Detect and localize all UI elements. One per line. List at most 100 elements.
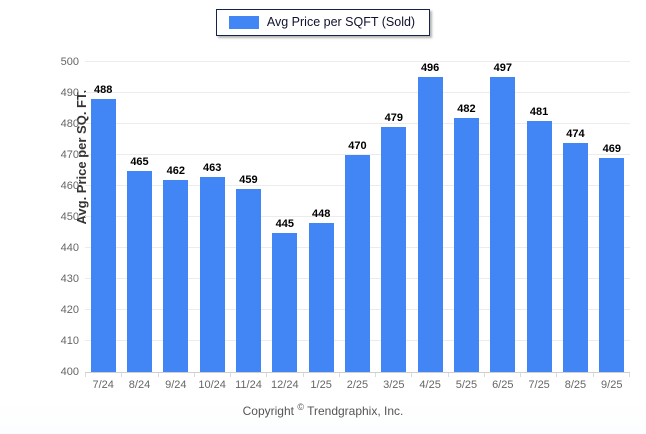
y-tick-label: 500 — [60, 56, 79, 68]
copyright-text: Copyright © Trendgraphix, Inc. — [0, 402, 646, 418]
x-tick-mark — [376, 373, 413, 377]
gridline — [85, 123, 630, 124]
x-tick-mark — [85, 373, 123, 377]
x-tick-mark — [412, 373, 449, 377]
bar-slot: 459 — [230, 62, 266, 372]
legend-label: Avg Price per SQFT (Sold) — [266, 15, 416, 29]
bar-value-label: 465 — [130, 155, 149, 168]
x-tick-mark — [485, 373, 522, 377]
x-tick-label: 9/25 — [601, 379, 623, 391]
x-tick-mark — [557, 373, 594, 377]
x-tick-mark — [304, 373, 340, 377]
bar-8/24[interactable] — [126, 170, 152, 372]
bar-value-label: 488 — [93, 84, 113, 97]
bar-11/24[interactable] — [235, 189, 261, 372]
bar-9/24[interactable] — [163, 179, 189, 372]
bar-3/25[interactable] — [381, 127, 407, 372]
gridline — [85, 154, 630, 155]
bar-5/25[interactable] — [453, 117, 479, 372]
gridline — [85, 61, 630, 62]
bar-value-label: 463 — [202, 161, 222, 174]
bar-value-label: 448 — [311, 208, 331, 221]
plot-area: 488 465 462 463 459 445 448 470 479 496 482 497 481 4… — [85, 61, 630, 373]
x-tick-mark — [521, 373, 558, 377]
bar-slot: 465 — [121, 62, 157, 372]
bar-slot: 470 — [339, 62, 375, 372]
bar-value-label: 470 — [348, 140, 367, 152]
bar-slot: 488 — [85, 62, 121, 372]
x-tick-label: 10/24 — [198, 379, 226, 391]
y-tick-label: 410 — [60, 335, 79, 347]
x-tick-mark — [449, 373, 485, 377]
bar-slot: 448 — [303, 62, 339, 372]
bar-10/24[interactable] — [199, 176, 225, 372]
bar-value-label: 445 — [275, 217, 294, 230]
bar-slot: 482 — [448, 62, 484, 372]
x-tick-mark — [231, 373, 268, 377]
bar-value-label: 462 — [166, 164, 185, 177]
bar-12/24[interactable] — [272, 232, 298, 372]
legend-item-avg-price-per-sqft[interactable]: Avg Price per SQFT (Sold) — [215, 9, 431, 36]
x-tick-label: 6/25 — [492, 379, 514, 391]
y-tick-label: 430 — [60, 273, 79, 285]
y-tick-label: 400 — [60, 366, 79, 378]
bar-6/25[interactable] — [490, 77, 516, 372]
x-tick-mark — [159, 373, 195, 377]
bar-2/25[interactable] — [344, 155, 370, 372]
bar-slot: 497 — [485, 62, 521, 372]
x-tick-label: 5/25 — [455, 379, 478, 391]
legend-color-swatch — [228, 16, 259, 29]
x-tick-label: 9/24 — [165, 379, 187, 391]
legend-row: Avg Price per SQFT (Sold) — [0, 9, 646, 36]
bar-slot: 463 — [194, 62, 230, 372]
x-tick-mark — [340, 373, 377, 377]
bar-value-label: 482 — [457, 102, 476, 115]
bar-8/25[interactable] — [562, 142, 588, 372]
bar-value-label: 469 — [602, 143, 621, 156]
y-tick-label: 490 — [60, 87, 79, 99]
bar-slot: 481 — [521, 62, 557, 372]
bar-7/24[interactable] — [90, 99, 116, 372]
x-axis-tick-labels: 7/24 8/24 9/24 10/24 11/24 12/24 1/25 2/25 3/25 4… — [85, 379, 630, 391]
y-tick-label: 440 — [60, 242, 79, 254]
y-tick-label: 420 — [60, 304, 79, 316]
bar-slot: 496 — [412, 62, 448, 372]
x-tick-label: 8/25 — [564, 379, 587, 391]
bar-value-label: 479 — [384, 112, 403, 125]
x-tick-label: 12/24 — [271, 379, 299, 391]
x-tick-mark — [267, 373, 304, 377]
y-tick-label: 480 — [60, 118, 79, 130]
bar-slot: 469 — [594, 62, 630, 372]
bar-value-label: 481 — [529, 105, 549, 118]
x-tick-label: 7/25 — [528, 379, 550, 391]
x-tick-label: 1/25 — [310, 379, 332, 391]
y-tick-label: 450 — [60, 211, 79, 223]
bar-7/25[interactable] — [526, 120, 552, 372]
copyright-prefix: Copyright — [242, 404, 298, 418]
y-tick-label: 460 — [60, 180, 79, 192]
x-tick-mark — [195, 373, 232, 377]
bar-1/25[interactable] — [308, 223, 334, 372]
x-tick-label: 3/25 — [383, 379, 405, 391]
x-tick-mark — [122, 373, 159, 377]
bar-slot: 462 — [158, 62, 194, 372]
bar-slot: 445 — [267, 62, 303, 372]
copyright-symbol: © — [297, 402, 304, 412]
bar-value-label: 497 — [493, 62, 512, 74]
x-tick-label: 2/25 — [346, 379, 369, 391]
x-tick-label: 4/25 — [419, 379, 441, 391]
bar-value-label: 496 — [420, 62, 440, 74]
x-tick-label: 11/24 — [235, 379, 262, 391]
bar-slot: 479 — [376, 62, 412, 372]
y-tick-label: 470 — [60, 149, 79, 161]
bar-value-label: 459 — [239, 174, 258, 187]
x-tick-mark — [594, 373, 630, 377]
x-tick-label: 7/24 — [92, 379, 114, 391]
gridline — [85, 92, 630, 93]
bar-slot: 474 — [557, 62, 593, 372]
bar-4/25[interactable] — [417, 77, 443, 372]
copyright-suffix: Trendgraphix, Inc. — [303, 404, 404, 418]
bar-9/25[interactable] — [599, 158, 625, 372]
x-axis-tick-marks — [85, 373, 630, 377]
